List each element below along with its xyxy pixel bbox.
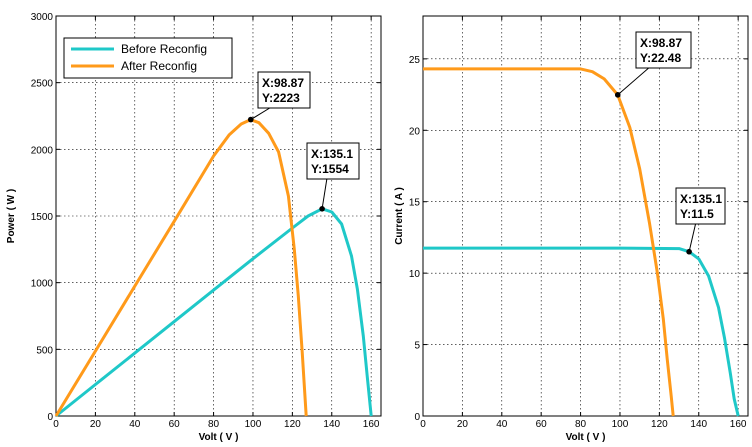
annotation-x-label: X:135.1 bbox=[680, 192, 722, 206]
y-tick-label: 20 bbox=[409, 126, 421, 137]
annotation-y-label: Y:1554 bbox=[311, 162, 349, 176]
legend-label: Before Reconfig bbox=[121, 42, 207, 56]
annotation-x-label: X:135.1 bbox=[311, 147, 353, 161]
x-tick-label: 80 bbox=[208, 419, 220, 430]
current-chart: 0 20 40 60 80 100 120 140 160 0 5 10 15 20 25 Volt ( V … bbox=[394, 15, 749, 443]
series-line-after-reconfig bbox=[54, 118, 308, 417]
annotation-leader bbox=[617, 65, 652, 96]
annotation-marker bbox=[614, 92, 621, 98]
annotation-marker bbox=[247, 116, 254, 123]
x-tick-label: 0 bbox=[53, 419, 59, 430]
x-tick-label: 120 bbox=[651, 419, 668, 430]
x-tick-label: 160 bbox=[363, 419, 380, 430]
legend-label: After Reconfig bbox=[121, 59, 197, 73]
y-tick-label: 3000 bbox=[31, 12, 54, 23]
power-chart: 0 20 40 60 80 100 120 140 160 0 500 1000 1500 2000 250… bbox=[6, 12, 382, 443]
x-tick-label: 40 bbox=[129, 419, 141, 430]
x-tick-label: 160 bbox=[730, 419, 747, 430]
x-tick-label: 140 bbox=[690, 419, 707, 430]
annotation-x-label: X:98.87 bbox=[640, 36, 682, 50]
annotation-box bbox=[306, 142, 360, 180]
annotation-leader bbox=[321, 177, 328, 209]
annotation-box bbox=[635, 31, 692, 69]
y-tick-label: 500 bbox=[36, 345, 53, 356]
annotation-marker bbox=[319, 206, 325, 212]
legend: Before Reconfig After Reconfig bbox=[63, 37, 233, 79]
y-tick-label: 15 bbox=[409, 198, 421, 209]
x-tick-label: 140 bbox=[323, 419, 340, 430]
y-tick-label: 10 bbox=[409, 269, 421, 280]
plot-frame bbox=[422, 15, 749, 417]
x-tick-label: 40 bbox=[496, 419, 508, 430]
annotation-x-label: X:98.87 bbox=[262, 76, 304, 90]
annotation-marker bbox=[686, 248, 692, 255]
x-tick-label: 20 bbox=[90, 419, 102, 430]
annotation-box bbox=[257, 71, 311, 109]
x-tick-label: 100 bbox=[245, 419, 262, 430]
y-tick-label: 2000 bbox=[31, 145, 54, 156]
series-line-before-reconfig bbox=[423, 246, 740, 417]
y-tick-label: 2500 bbox=[31, 79, 54, 90]
x-tick-label: 60 bbox=[536, 419, 548, 430]
legend-box bbox=[63, 37, 233, 79]
x-tick-label: 0 bbox=[420, 419, 426, 430]
x-axis-label: Volt ( V ) bbox=[566, 432, 606, 443]
series-line-after-reconfig bbox=[423, 67, 675, 417]
x-tick-label: 120 bbox=[284, 419, 301, 430]
x-tick-label: 20 bbox=[457, 419, 469, 430]
y-tick-label: 1000 bbox=[31, 279, 54, 290]
y-axis-label: Power ( W ) bbox=[6, 189, 17, 243]
y-tick-label: 25 bbox=[409, 55, 421, 66]
x-tick-label: 80 bbox=[575, 419, 587, 430]
annotation-box bbox=[675, 187, 726, 225]
annotation-leader bbox=[688, 221, 697, 252]
y-tick-label: 1500 bbox=[31, 212, 54, 223]
x-axis-label: Volt ( V ) bbox=[199, 432, 239, 443]
x-tick-label: 100 bbox=[612, 419, 629, 430]
y-tick-label: 0 bbox=[47, 412, 53, 423]
annotation-y-label: Y:22.48 bbox=[640, 51, 681, 65]
x-tick-label: 60 bbox=[169, 419, 181, 430]
annotation-y-label: Y:2223 bbox=[262, 91, 300, 105]
y-axis-label: Current ( A ) bbox=[394, 187, 405, 245]
annotation-y-label: Y:11.5 bbox=[680, 207, 714, 221]
y-tick-label: 0 bbox=[414, 412, 420, 423]
y-tick-label: 5 bbox=[414, 341, 420, 352]
series-line-before-reconfig bbox=[55, 207, 373, 418]
